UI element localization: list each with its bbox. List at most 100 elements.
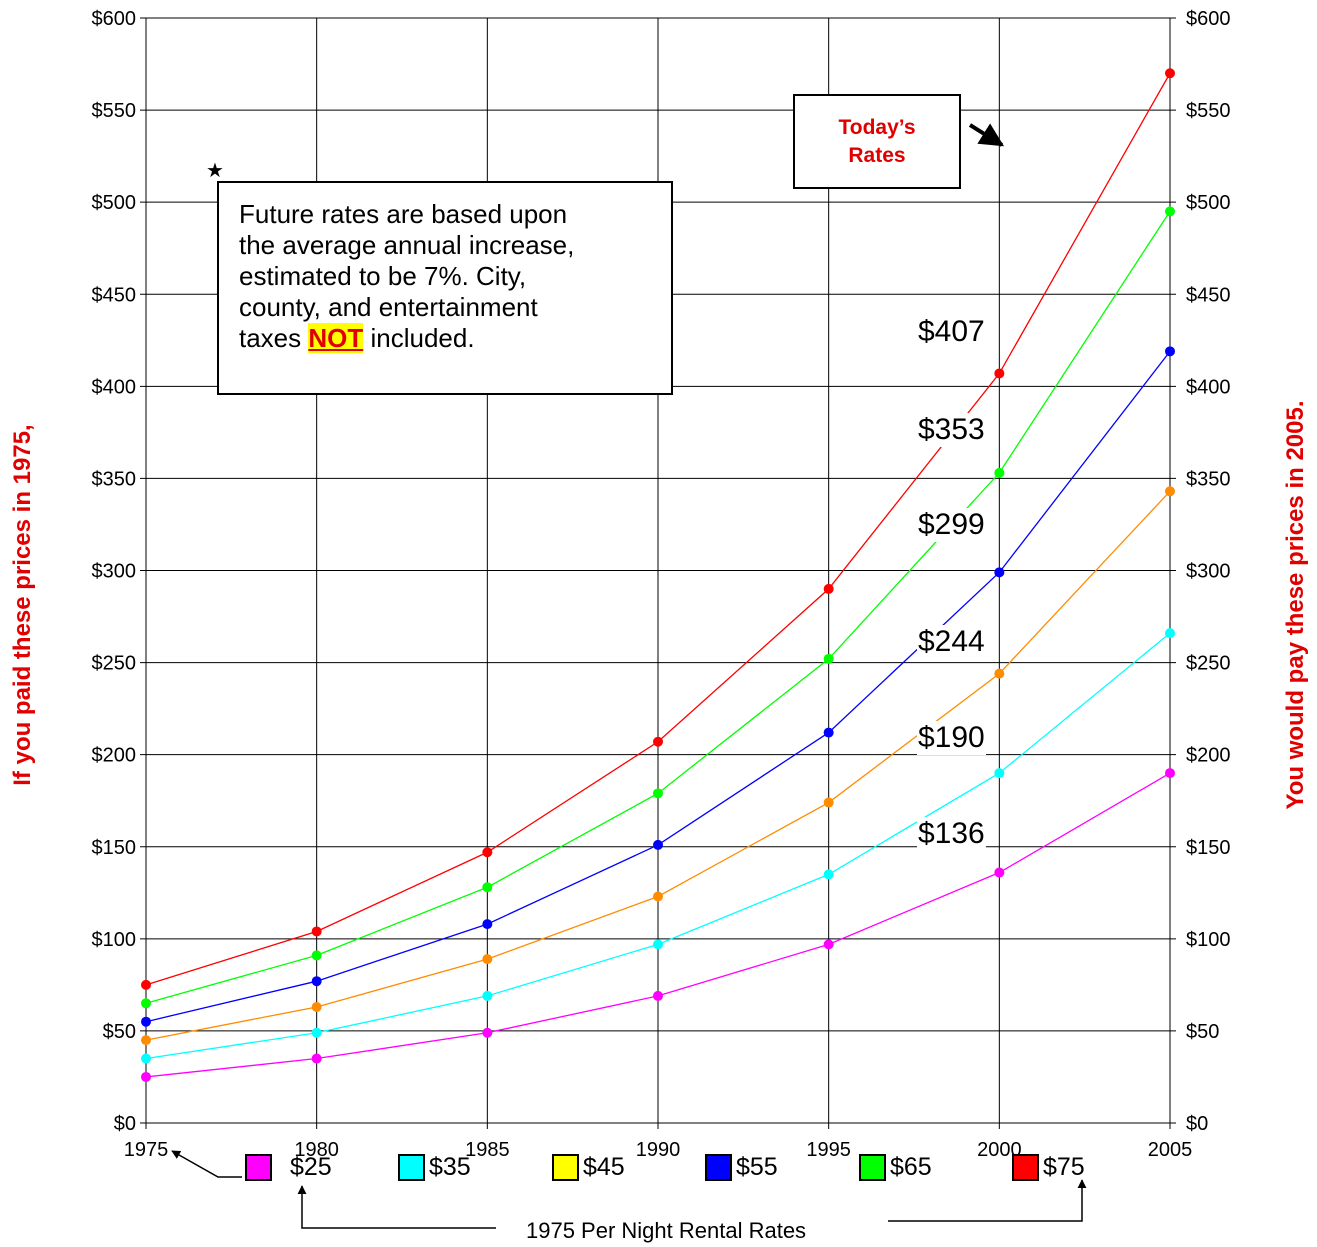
right-axis-title: You would pay these prices in 2005.	[1282, 400, 1309, 809]
data-point	[994, 768, 1005, 779]
data-point	[653, 788, 663, 799]
value-label-55: $299	[917, 508, 986, 542]
y-tick-left: $250	[92, 653, 137, 675]
y-tick-right: $200	[1186, 745, 1231, 767]
note-line: Future rates are based upon	[239, 199, 568, 229]
annotation-arrows	[171, 123, 1087, 1229]
todays-rates-box: Today’s Rates	[793, 94, 961, 189]
value-label-45: $244	[917, 625, 986, 659]
y-tick-left: $200	[92, 745, 137, 767]
left-axis-title: If you paid these prices in 1975,	[9, 424, 36, 785]
data-point	[482, 1027, 493, 1038]
y-tick-left: $0	[114, 1113, 136, 1135]
data-point	[653, 891, 663, 902]
data-point	[1165, 346, 1175, 357]
note-line: estimated to be 7%. City,	[239, 261, 527, 291]
today-arrow	[968, 123, 1005, 147]
legend-item-25: $25	[245, 1151, 332, 1183]
data-point	[311, 926, 322, 937]
x-tick: 1990	[636, 1139, 681, 1161]
data-point	[653, 939, 663, 950]
data-point	[311, 1053, 322, 1064]
y-tick-left: $50	[103, 1021, 136, 1043]
data-point	[482, 990, 493, 1001]
y-tick-right: $0	[1186, 1113, 1208, 1135]
data-point	[1165, 206, 1175, 217]
caption-arrow-left	[297, 1185, 496, 1229]
legend-item-45: $45	[552, 1151, 625, 1183]
data-point	[823, 939, 834, 950]
legend-item-65: $65	[859, 1151, 932, 1183]
data-point	[823, 869, 834, 880]
todays-rates-line2: Rates	[848, 143, 906, 167]
data-point	[1165, 628, 1175, 639]
x-tick: 1980	[294, 1139, 339, 1161]
y-tick-right: $100	[1186, 929, 1231, 951]
legend-label: $75	[1043, 1152, 1085, 1181]
todays-rates-line1: Today’s	[838, 115, 916, 139]
data-point	[141, 1053, 151, 1064]
x-tick: 2000	[977, 1139, 1022, 1161]
data-point	[1165, 68, 1175, 79]
data-point	[141, 998, 151, 1009]
legend-label: $45	[583, 1152, 625, 1181]
data-point	[994, 567, 1005, 578]
legend-swatch	[859, 1153, 886, 1181]
note-prefix: taxes	[239, 323, 309, 353]
note-line: the average annual increase,	[239, 230, 575, 260]
y-tick-left: $500	[92, 192, 137, 214]
note-suffix: included.	[363, 323, 475, 353]
y-tick-left: $100	[92, 929, 137, 951]
data-point	[1165, 486, 1175, 497]
data-point	[994, 668, 1005, 679]
y-tick-left: $600	[92, 8, 137, 30]
caption-arrow-right	[888, 1179, 1087, 1222]
data-point	[141, 1016, 151, 1027]
y-tick-right: $550	[1186, 100, 1231, 122]
y-tick-left: $400	[92, 376, 137, 398]
y-tick-right: $600	[1186, 8, 1231, 30]
data-point	[311, 950, 322, 961]
y-tick-left: $450	[92, 284, 137, 306]
data-point	[141, 1071, 151, 1082]
x-tick: 1975	[124, 1139, 169, 1161]
y-tick-left: $300	[92, 561, 137, 583]
legend-swatch	[1012, 1153, 1039, 1181]
legend-label: $25	[290, 1152, 332, 1181]
x-tick: 2005	[1148, 1139, 1193, 1161]
year-arrow	[171, 1150, 242, 1178]
data-point	[1165, 768, 1175, 779]
legend-item-55: $55	[705, 1151, 778, 1183]
data-point	[823, 583, 834, 594]
y-tick-right: $500	[1186, 192, 1231, 214]
data-point	[311, 1001, 322, 1012]
legend-label: $35	[429, 1152, 471, 1181]
note-box: Future rates are based upon the average …	[217, 181, 673, 395]
y-tick-left: $550	[92, 100, 137, 122]
data-point	[823, 797, 834, 808]
legend-label: $55	[736, 1152, 778, 1181]
data-point	[823, 653, 834, 664]
data-point	[994, 867, 1005, 878]
data-point	[482, 954, 493, 965]
y-tick-right: $150	[1186, 837, 1231, 859]
y-tick-right: $400	[1186, 376, 1231, 398]
legend-item-35: $35	[398, 1151, 471, 1183]
x-tick: 1995	[806, 1139, 851, 1161]
value-label-25: $136	[917, 817, 986, 851]
data-point	[482, 847, 493, 858]
legend-swatch	[705, 1153, 732, 1181]
data-point	[994, 368, 1005, 379]
y-tick-right: $300	[1186, 561, 1231, 583]
y-tick-left: $150	[92, 837, 137, 859]
y-tick-right: $50	[1186, 1021, 1219, 1043]
legend-swatch	[552, 1153, 579, 1181]
note-emphasis: NOT	[308, 323, 364, 353]
value-label-75: $407	[917, 315, 986, 349]
data-point	[823, 727, 834, 738]
series-group	[141, 68, 1175, 1082]
star-icon: ★	[206, 160, 224, 182]
y-tick-right: $450	[1186, 284, 1231, 306]
legend-caption: 1975 Per Night Rental Rates	[526, 1218, 807, 1243]
note-line: taxes NOT included.	[239, 323, 653, 354]
